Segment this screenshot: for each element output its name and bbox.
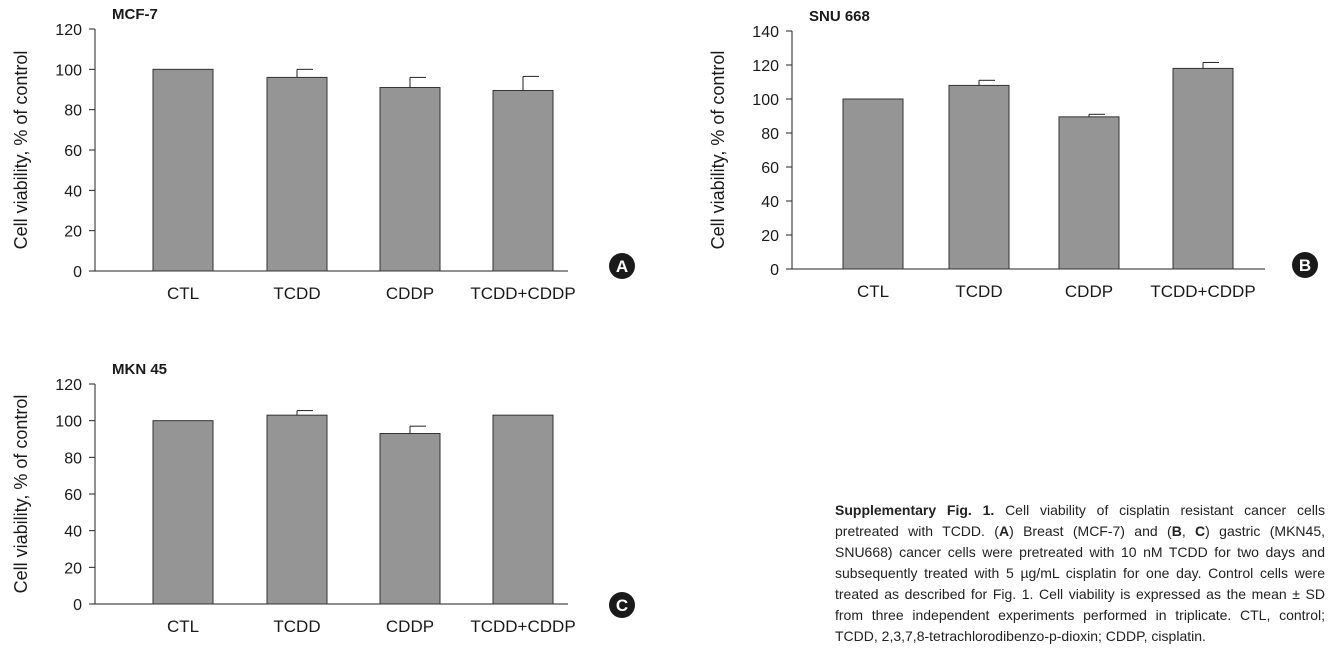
bar <box>1058 116 1120 270</box>
y-tick-label: 80 <box>761 126 779 143</box>
panel-badge-c <box>609 592 635 618</box>
panel-badge-a <box>609 253 635 279</box>
bar <box>948 84 1010 270</box>
bar <box>492 414 554 605</box>
y-axis-label: Cell viability, % of control <box>11 51 31 250</box>
panel-badge-label: A <box>616 257 628 276</box>
caption-panel-ref-a: A <box>998 523 1010 539</box>
y-tick-label: 100 <box>55 62 82 79</box>
x-category-label: CDDP <box>386 617 434 636</box>
chart-title: MKN 45 <box>112 361 167 378</box>
y-tick-label: 80 <box>64 103 82 120</box>
bar <box>152 68 214 272</box>
y-tick-label: 40 <box>64 183 82 200</box>
x-category-label: CDDP <box>386 284 434 303</box>
panel-badge-label: B <box>1299 256 1311 275</box>
y-tick-label: 0 <box>73 264 82 281</box>
y-tick-label: 60 <box>64 487 82 504</box>
x-category-label: TCDD+CDDP <box>470 284 575 303</box>
y-tick-label: 100 <box>55 414 82 431</box>
bar <box>152 420 214 605</box>
bar <box>842 98 904 270</box>
y-tick-label: 100 <box>752 92 779 109</box>
y-tick-label: 120 <box>752 58 779 75</box>
caption-panel-ref-b: B <box>1171 523 1182 539</box>
bar <box>1172 67 1234 270</box>
x-category-label: TCDD <box>955 282 1002 301</box>
chart-panel-a: 0 20 40 60 80 100 120 Cell viability, % of cont… <box>11 6 635 303</box>
x-category-label: CTL <box>167 617 199 636</box>
y-tick-label: 20 <box>64 224 82 241</box>
y-tick-label: 140 <box>752 24 779 41</box>
bar <box>492 90 554 272</box>
bar <box>379 86 441 272</box>
panel-badge-b <box>1292 252 1318 278</box>
y-tick-label: 40 <box>64 524 82 541</box>
x-category-label: TCDD+CDDP <box>1150 282 1255 301</box>
chart-panel-b: 0 20 40 60 80 100 120 140 Cell viability, % of c… <box>708 8 1318 301</box>
y-tick-label: 20 <box>761 228 779 245</box>
chart-panel-c: 0 20 40 60 80 100 120 Cell viability, % of cont… <box>11 361 635 636</box>
caption-text: ) gastric (MKN45, SNU668) cancer cells w… <box>835 523 1325 644</box>
chart-title: MCF-7 <box>112 6 158 23</box>
x-category-label: TCDD <box>273 617 320 636</box>
y-tick-label: 60 <box>761 160 779 177</box>
y-tick-label: 120 <box>55 377 82 394</box>
y-tick-label: 120 <box>55 22 82 39</box>
bar <box>266 414 328 605</box>
chart-title: SNU 668 <box>809 8 870 25</box>
y-tick-label: 0 <box>770 262 779 279</box>
y-tick-label: 40 <box>761 194 779 211</box>
y-tick-label: 20 <box>64 560 82 577</box>
bar <box>266 76 328 272</box>
y-axis-label: Cell viability, % of control <box>11 395 31 594</box>
caption-panel-ref-c: C <box>1195 523 1206 539</box>
x-category-label: TCDD <box>273 284 320 303</box>
figure-caption: Supplementary Fig. 1. Cell viability of … <box>835 500 1325 647</box>
x-category-label: CTL <box>167 284 199 303</box>
y-tick-label: 80 <box>64 450 82 467</box>
y-axis-label: Cell viability, % of control <box>708 51 728 250</box>
panel-badge-label: C <box>616 596 628 615</box>
y-tick-label: 0 <box>73 597 82 614</box>
caption-text: ) Breast (MCF-7) and ( <box>1009 523 1172 539</box>
x-category-label: TCDD+CDDP <box>470 617 575 636</box>
y-tick-label: 60 <box>64 143 82 160</box>
x-category-label: CDDP <box>1065 282 1113 301</box>
caption-heading: Supplementary Fig. 1. <box>835 502 995 518</box>
x-category-label: CTL <box>857 282 889 301</box>
bar <box>379 433 441 605</box>
caption-text: , <box>1181 523 1196 539</box>
caption-text: Cell viability of cisplatin resistant ca… <box>835 502 1325 539</box>
